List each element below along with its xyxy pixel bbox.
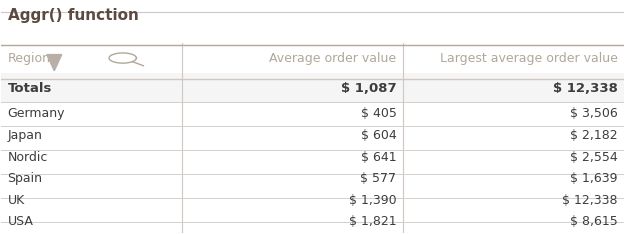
Text: $ 2,182: $ 2,182 — [570, 129, 618, 142]
Text: $ 1,639: $ 1,639 — [570, 172, 618, 185]
Text: Totals: Totals — [8, 82, 52, 95]
Text: $ 1,390: $ 1,390 — [349, 194, 396, 207]
Bar — [1, 73, 624, 103]
Text: USA: USA — [8, 215, 34, 228]
Text: $ 2,554: $ 2,554 — [569, 150, 618, 164]
Text: $ 3,506: $ 3,506 — [569, 107, 618, 121]
Text: $ 641: $ 641 — [361, 150, 396, 164]
Text: $ 8,615: $ 8,615 — [569, 215, 618, 228]
Text: $ 12,338: $ 12,338 — [552, 82, 618, 95]
Polygon shape — [47, 55, 62, 71]
Text: $ 1,821: $ 1,821 — [349, 215, 396, 228]
Text: Germany: Germany — [8, 107, 65, 121]
Text: $ 12,338: $ 12,338 — [562, 194, 618, 207]
Text: $ 604: $ 604 — [361, 129, 396, 142]
Text: $ 405: $ 405 — [361, 107, 396, 121]
Text: Average order value: Average order value — [269, 51, 396, 65]
Text: Largest average order value: Largest average order value — [439, 51, 618, 65]
Text: UK: UK — [8, 194, 25, 207]
Text: $ 577: $ 577 — [361, 172, 396, 185]
Text: Japan: Japan — [8, 129, 43, 142]
Text: Region: Region — [8, 51, 51, 65]
Text: $ 1,087: $ 1,087 — [341, 82, 396, 95]
Text: Aggr() function: Aggr() function — [8, 8, 139, 23]
Text: Nordic: Nordic — [8, 150, 48, 164]
Text: Spain: Spain — [8, 172, 43, 185]
